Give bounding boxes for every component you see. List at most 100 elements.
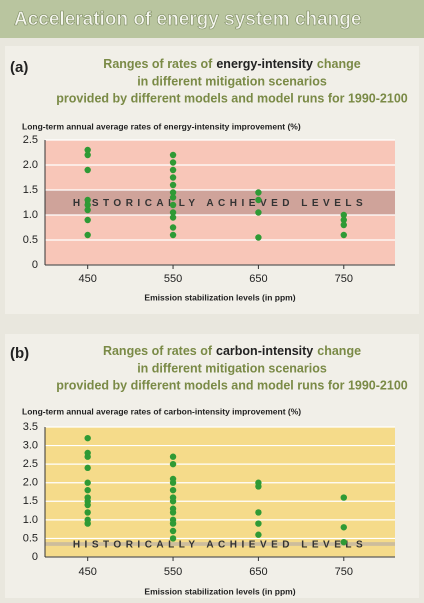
title-part: energy-intensity <box>216 57 313 71</box>
point <box>169 214 177 221</box>
y-tick-label: 1.5 <box>23 184 38 196</box>
title-part: change <box>317 57 361 71</box>
chart-title: Ranges of rates of carbon-intensity change <box>103 344 361 358</box>
point <box>169 460 177 468</box>
y-tick-label: 1.0 <box>23 209 38 221</box>
point <box>169 224 177 231</box>
point <box>255 531 262 538</box>
point <box>169 479 177 486</box>
y-tick-label: 0 <box>32 259 38 271</box>
point <box>84 464 91 472</box>
header-bar <box>0 0 424 38</box>
point <box>84 216 91 224</box>
point <box>255 509 262 516</box>
title-part: Ranges of rates of <box>103 57 213 71</box>
y-tick-label: 3.5 <box>23 421 38 433</box>
point <box>84 151 91 159</box>
x-tick-label: 550 <box>164 566 182 578</box>
point <box>169 201 177 209</box>
point <box>84 501 91 509</box>
panel-label: (b) <box>10 345 29 362</box>
point <box>169 181 177 189</box>
y-axis-label: Long-term annual average rates of energy… <box>22 121 301 131</box>
point <box>340 211 347 219</box>
point <box>84 486 91 494</box>
point <box>255 209 262 216</box>
panel-label: (a) <box>10 59 28 76</box>
point <box>84 479 91 486</box>
x-axis-label: Emission stabilization levels (in ppm) <box>144 292 295 302</box>
point <box>340 538 347 546</box>
point <box>84 166 91 174</box>
y-tick-label: 0 <box>32 551 38 563</box>
point <box>340 231 347 239</box>
title-part: Ranges of rates of <box>103 344 213 358</box>
point <box>169 174 177 181</box>
point <box>169 498 177 505</box>
y-tick-label: 1.5 <box>23 495 38 507</box>
point <box>255 520 262 527</box>
chart-title: provided by different models and model r… <box>56 91 408 105</box>
x-tick-label: 450 <box>79 566 97 578</box>
point <box>84 434 91 442</box>
point <box>255 189 262 196</box>
header-title: Acceleration of energy system change <box>14 9 361 30</box>
x-tick-label: 450 <box>79 273 97 285</box>
point <box>255 234 262 241</box>
point <box>340 524 347 531</box>
point <box>169 486 177 494</box>
chart-title: in different mitigation scenarios <box>137 361 327 375</box>
chart-title: provided by different models and model r… <box>56 378 408 392</box>
y-tick-label: 3.0 <box>23 439 38 451</box>
point <box>169 159 177 166</box>
y-tick-label: 0.5 <box>23 234 38 246</box>
point <box>84 509 91 516</box>
point <box>340 494 347 501</box>
point <box>169 527 177 535</box>
point <box>84 206 91 214</box>
chart-title: in different mitigation scenarios <box>137 74 327 88</box>
x-axis-label: Emission stabilization levels (in ppm) <box>144 586 295 596</box>
point <box>340 216 347 224</box>
y-tick-label: 2.0 <box>23 477 38 489</box>
point <box>169 453 177 460</box>
point <box>84 231 91 239</box>
point <box>169 520 177 527</box>
x-tick-label: 650 <box>249 566 267 578</box>
band-label: HISTORICALLY ACHIEVED LEVELS <box>73 198 367 209</box>
point <box>84 146 91 154</box>
y-tick-label: 2.5 <box>23 134 38 146</box>
point <box>169 509 177 516</box>
title-part: change <box>317 344 361 358</box>
x-tick-label: 650 <box>249 273 267 285</box>
y-tick-label: 2.5 <box>23 458 38 470</box>
x-tick-label: 750 <box>335 273 353 285</box>
point <box>169 209 177 216</box>
x-tick-label: 550 <box>164 273 182 285</box>
point <box>84 201 91 209</box>
point <box>169 535 177 542</box>
y-tick-label: 0.5 <box>23 532 38 544</box>
point <box>169 189 177 196</box>
y-tick-label: 2.0 <box>23 159 38 171</box>
band-label: HISTORICALLY ACHIEVED LEVELS <box>73 540 367 551</box>
point <box>84 520 91 527</box>
point <box>169 231 177 239</box>
title-part: carbon-intensity <box>216 344 313 358</box>
point <box>255 483 262 490</box>
point <box>340 221 347 229</box>
plot-area <box>45 427 395 557</box>
point <box>84 453 91 460</box>
point <box>169 151 177 159</box>
point <box>255 196 262 204</box>
band <box>45 542 395 546</box>
point <box>169 194 177 201</box>
point <box>84 196 91 204</box>
chart-title: Ranges of rates of energy-intensity change <box>103 57 360 71</box>
x-tick-label: 750 <box>335 566 353 578</box>
y-tick-label: 1.0 <box>23 514 38 526</box>
band <box>45 190 395 215</box>
y-axis-label: Long-term annual average rates of carbon… <box>22 406 301 416</box>
point <box>169 166 177 174</box>
